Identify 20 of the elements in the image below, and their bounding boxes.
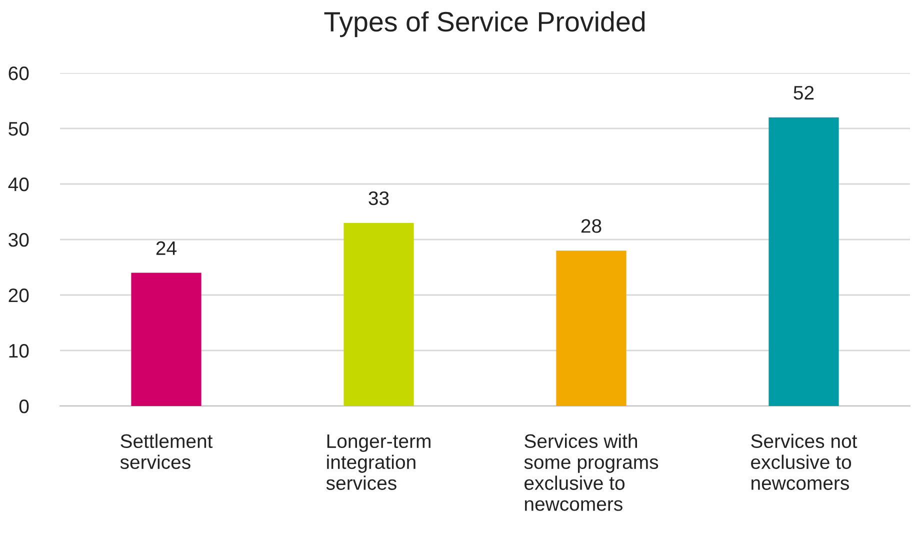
y-tick-label: 40 xyxy=(8,177,29,192)
y-tick-label: 30 xyxy=(8,232,29,247)
bar xyxy=(768,117,839,406)
data-label: 24 xyxy=(156,241,176,255)
chart-title: Types of Service Provided xyxy=(324,11,645,38)
data-label: 28 xyxy=(581,219,602,233)
y-tick-label: 60 xyxy=(8,66,29,80)
y-tick-label: 0 xyxy=(19,399,29,414)
x-tick-label: Services with some programs exclusive to newcomers xyxy=(524,434,658,511)
y-tick-label: 50 xyxy=(8,122,29,136)
bar xyxy=(344,222,414,406)
x-tick-label: Longer-term integration services xyxy=(326,434,430,490)
data-label: 52 xyxy=(794,86,814,100)
y-tick-label: 10 xyxy=(9,344,29,358)
data-label: 33 xyxy=(368,191,389,206)
x-tick-label: Services not exclusive to newcomers xyxy=(751,434,858,490)
bar xyxy=(556,250,626,406)
y-tick-label: 20 xyxy=(8,288,29,302)
bar xyxy=(131,272,202,406)
x-tick-label: Settlement services xyxy=(120,434,213,470)
